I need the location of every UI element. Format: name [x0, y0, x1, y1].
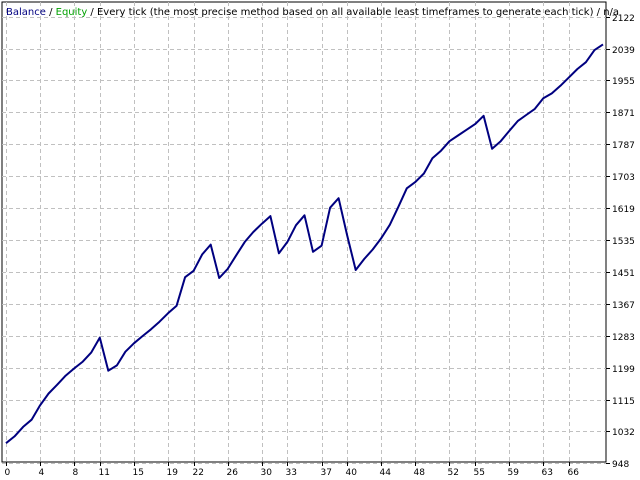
y-axis: 948 1032 1115 1199 1283 1367 1451 1535 1619 1703 1… — [606, 14, 635, 470]
legend-separator: / — [87, 7, 97, 18]
x-axis: 0 4 8 11 15 19 22 26 30 33 37 40 44 48 52 55 59 63 66 — [5, 462, 580, 478]
y-tick-label: 1703 — [612, 173, 635, 183]
x-tick-label: 48 — [414, 468, 426, 478]
x-tick-label: 33 — [286, 468, 297, 478]
x-tick-label: 59 — [508, 468, 520, 478]
grid-lines — [2, 2, 606, 464]
legend-entry-equity: Equity — [56, 7, 88, 18]
x-tick-label: 52 — [448, 468, 459, 478]
x-tick-label: 19 — [167, 468, 179, 478]
x-tick-label: 26 — [227, 468, 239, 478]
x-tick-label: 55 — [474, 468, 485, 478]
y-tick-label: 1871 — [612, 109, 635, 119]
y-tick-label: 1032 — [612, 428, 635, 438]
legend: Balance / Equity / Every tick (the most … — [6, 7, 619, 18]
plot-area — [1, 1, 607, 463]
legend-entry-balance: Balance — [6, 7, 46, 18]
x-tick-label: 37 — [321, 468, 332, 478]
x-tick-label: 15 — [133, 468, 144, 478]
y-tick-label: 1787 — [612, 141, 635, 151]
y-tick-label: 1367 — [612, 301, 635, 311]
legend-suffix: n/a — [603, 7, 619, 18]
x-tick-label: 4 — [39, 468, 45, 478]
y-tick-label: 1955 — [612, 77, 635, 87]
y-tick-label: 2122 — [612, 14, 635, 24]
series-layer — [5, 43, 604, 444]
x-tick-label: 8 — [73, 468, 79, 478]
y-tick-label: 1199 — [612, 365, 635, 375]
y-tick-label: 1283 — [612, 333, 635, 343]
x-tick-label: 22 — [193, 468, 204, 478]
legend-separator: / — [46, 7, 56, 18]
x-tick-label: 30 — [261, 468, 273, 478]
y-tick-label: 1451 — [612, 269, 635, 279]
legend-separator: / — [593, 7, 603, 18]
legend-mode-text: Every tick (the most precise method base… — [97, 7, 594, 18]
series-line-balance — [5, 43, 604, 444]
x-tick-label: 66 — [568, 468, 580, 478]
x-tick-label: 11 — [99, 468, 110, 478]
y-tick-label: 1619 — [612, 205, 635, 215]
x-tick-label: 63 — [542, 468, 553, 478]
y-tick-label: 1535 — [612, 237, 635, 247]
x-tick-label: 40 — [346, 468, 358, 478]
y-tick-label: 1115 — [612, 397, 635, 407]
y-tick-label: 948 — [612, 460, 629, 470]
x-tick-label: 0 — [5, 468, 11, 478]
y-tick-label: 2039 — [612, 46, 635, 56]
x-tick-label: 44 — [380, 468, 392, 478]
